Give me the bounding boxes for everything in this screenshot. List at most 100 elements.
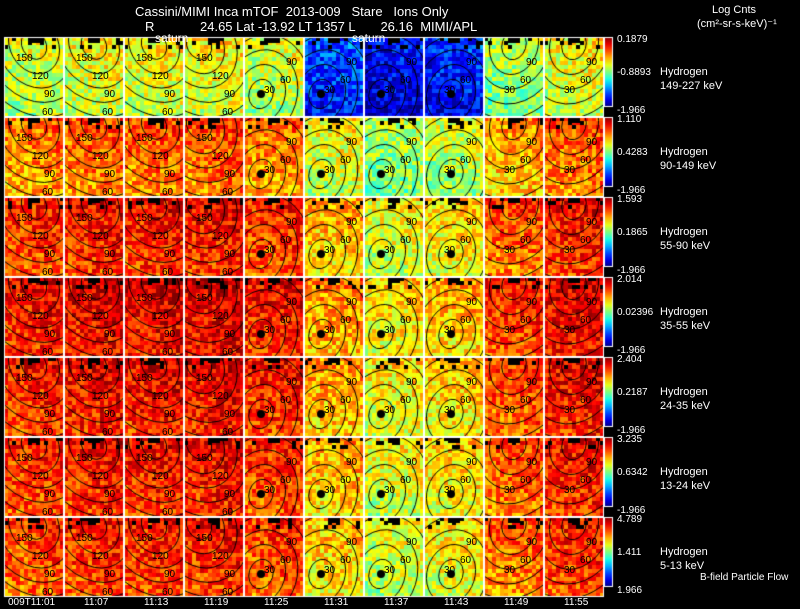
- contour-label: 60: [400, 555, 412, 566]
- contour-label: 120: [92, 71, 109, 82]
- contour-label: 120: [92, 311, 109, 322]
- colorbar-min-label: -1.966: [617, 425, 646, 436]
- contour-label: 90: [346, 137, 358, 148]
- contour-label: 90: [286, 377, 298, 388]
- colorbar-min-label: -1.966: [617, 185, 646, 196]
- contour-label: 30: [564, 405, 576, 416]
- contour-label: 60: [222, 267, 234, 278]
- energy-label: 24-35 keV: [660, 400, 711, 412]
- contour-label: 120: [152, 231, 169, 242]
- time-label: 11:37: [384, 597, 409, 608]
- contour-label: 90: [286, 57, 298, 68]
- time-label: 11:13: [144, 597, 169, 608]
- contour-label: 30: [444, 405, 456, 416]
- contour-label: 150: [16, 373, 33, 384]
- colorbar-min-label: -1.966: [617, 505, 646, 516]
- contour-label: 90: [104, 329, 116, 340]
- units-title: Log Cnts: [712, 4, 757, 16]
- contour-label: 60: [400, 395, 412, 406]
- contour-label: 90: [224, 169, 236, 180]
- contour-label: 30: [384, 165, 396, 176]
- contour-label: 90: [104, 489, 116, 500]
- contour-label: 30: [324, 325, 336, 336]
- contour-label: 60: [520, 475, 532, 486]
- contour-label: 60: [42, 347, 54, 358]
- contour-label: 150: [16, 293, 33, 304]
- contour-label: 90: [406, 457, 418, 468]
- contour-label: 30: [504, 405, 516, 416]
- contour-label: 60: [162, 587, 174, 598]
- contour-label: 30: [504, 85, 516, 96]
- colorbar-mid-label: 1.411: [617, 547, 642, 558]
- contour-label: 90: [44, 169, 56, 180]
- contour-label: 90: [224, 329, 236, 340]
- contour-label: 60: [222, 427, 234, 438]
- contour-label: 30: [384, 245, 396, 256]
- contour-label: 90: [586, 377, 598, 388]
- contour-label: 150: [16, 453, 33, 464]
- contour-label: 30: [264, 485, 276, 496]
- colorbar-mid-label: 0.6342: [617, 467, 648, 478]
- contour-label: 150: [76, 373, 93, 384]
- contour-label: 90: [286, 217, 298, 228]
- contour-label: 60: [222, 347, 234, 358]
- contour-label: 150: [76, 293, 93, 304]
- colorbar-max-label: 2.404: [617, 354, 643, 365]
- contour-label: 60: [580, 155, 592, 166]
- contour-label: 30: [384, 485, 396, 496]
- contour-label: 60: [162, 267, 174, 278]
- contour-label: 30: [504, 325, 516, 336]
- contour-label: 150: [196, 53, 213, 64]
- contour-label: 90: [466, 137, 478, 148]
- contour-label: 120: [212, 231, 229, 242]
- contour-label: 30: [444, 565, 456, 576]
- time-label: 11:49: [504, 597, 529, 608]
- contour-label: 60: [280, 555, 292, 566]
- contour-label: 90: [224, 489, 236, 500]
- energy-label: 35-55 keV: [660, 320, 711, 332]
- contour-label: 120: [32, 391, 49, 402]
- contour-label: 30: [324, 485, 336, 496]
- contour-label: 60: [222, 107, 234, 118]
- contour-label: 60: [162, 347, 174, 358]
- species-label: Hydrogen: [660, 466, 708, 478]
- colorbar-min-label: -1.966: [617, 265, 646, 276]
- time-label: 11:55: [564, 597, 589, 608]
- time-label: 11:07: [84, 597, 109, 608]
- contour-label: 30: [384, 325, 396, 336]
- contour-label: 150: [136, 53, 153, 64]
- time-label: 11:25: [264, 597, 289, 608]
- contour-label: 60: [340, 555, 352, 566]
- contour-label: 60: [102, 587, 114, 598]
- contour-label: 90: [44, 409, 56, 420]
- contour-label: 30: [504, 485, 516, 496]
- contour-label: 120: [212, 71, 229, 82]
- contour-label: 90: [526, 537, 538, 548]
- contour-label: 60: [280, 75, 292, 86]
- contour-label: 150: [196, 453, 213, 464]
- contour-label: 60: [520, 555, 532, 566]
- contour-label: 60: [520, 395, 532, 406]
- contour-label: 60: [460, 235, 472, 246]
- contour-label: 30: [384, 85, 396, 96]
- contour-label: 60: [102, 107, 114, 118]
- saturn-label: saturn: [155, 31, 189, 45]
- contour-label: 90: [586, 57, 598, 68]
- contour-label: 150: [76, 533, 93, 544]
- contour-label: 30: [264, 405, 276, 416]
- contour-label: 90: [586, 537, 598, 548]
- colorbar-min-label: 1.966: [617, 585, 643, 596]
- contour-label: 150: [76, 133, 93, 144]
- contour-label: 60: [400, 235, 412, 246]
- contour-label: 120: [152, 471, 169, 482]
- contour-label: 120: [92, 231, 109, 242]
- contour-label: 90: [104, 249, 116, 260]
- contour-label: 120: [32, 231, 49, 242]
- contour-label: 150: [196, 133, 213, 144]
- contour-label: 30: [504, 245, 516, 256]
- contour-label: 30: [564, 325, 576, 336]
- contour-label: 30: [564, 85, 576, 96]
- contour-label: 60: [162, 427, 174, 438]
- contour-label: 30: [444, 245, 456, 256]
